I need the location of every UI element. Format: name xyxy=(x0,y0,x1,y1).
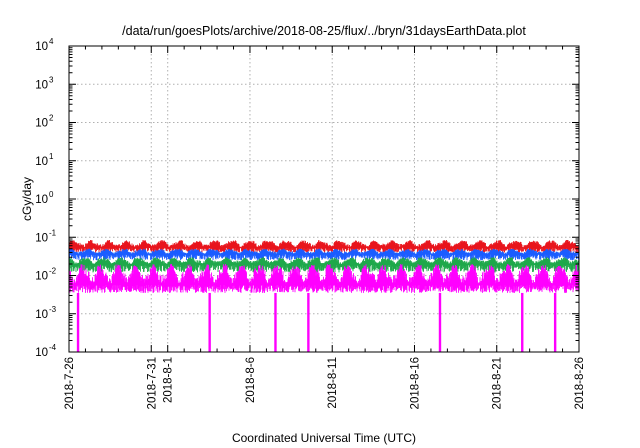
y-tick-label: 10 xyxy=(35,41,48,53)
series-4-dropout xyxy=(521,292,524,352)
chart-title: /data/run/goesPlots/archive/2018-08-25/f… xyxy=(122,24,526,38)
x-tick-label: 2018-8-21 xyxy=(492,357,504,409)
grid-lines xyxy=(69,46,579,352)
y-tick-label-exponent: -4 xyxy=(49,343,57,352)
series-4-dropout xyxy=(307,292,310,352)
x-tick-label: 2018-8-1 xyxy=(163,357,175,403)
y-axis-label: cGy/day xyxy=(20,177,34,221)
y-tick-label-exponent: -1 xyxy=(49,228,57,237)
y-tick-label-exponent: 3 xyxy=(49,75,54,84)
plot-area xyxy=(69,239,579,352)
x-axis: 2018-7-26 2018-7-31 2018-8-1 2018-8-6 2018-8… xyxy=(64,46,586,409)
y-tick-label: 10 xyxy=(35,194,48,206)
x-tick-label: 2018-8-11 xyxy=(327,357,339,409)
y-tick-label: 10 xyxy=(35,309,48,321)
series-4-dropout xyxy=(274,292,277,352)
y-tick-label: 10 xyxy=(35,79,48,91)
series-4-dropout xyxy=(76,292,80,352)
y-tick-label-exponent: 2 xyxy=(49,114,54,123)
y-tick-label: 10 xyxy=(35,232,48,244)
y-tick-label: 10 xyxy=(35,156,48,168)
series-4 xyxy=(69,263,579,352)
x-tick-label: 2018-8-16 xyxy=(409,357,421,409)
x-tick-label: 2018-7-26 xyxy=(64,357,76,409)
y-tick-label-exponent: -2 xyxy=(49,267,57,276)
y-tick-label: 10 xyxy=(35,347,48,359)
series-4-dropout xyxy=(208,292,211,352)
y-tick-label-exponent: 1 xyxy=(49,152,54,161)
series-4-dropout xyxy=(553,292,557,352)
x-tick-label: 2018-8-26 xyxy=(574,357,586,409)
y-tick-label-exponent: -3 xyxy=(49,305,57,314)
y-tick-label: 10 xyxy=(35,118,48,130)
series-4-dropout xyxy=(438,292,442,352)
y-tick-label: 10 xyxy=(35,271,48,283)
y-tick-label-exponent: 0 xyxy=(49,190,54,199)
y-tick-label-exponent: 4 xyxy=(49,37,54,46)
x-tick-label: 2018-8-6 xyxy=(245,357,257,403)
x-axis-label: Coordinated Universal Time (UTC) xyxy=(232,431,416,445)
x-tick-label: 2018-7-31 xyxy=(146,357,158,409)
